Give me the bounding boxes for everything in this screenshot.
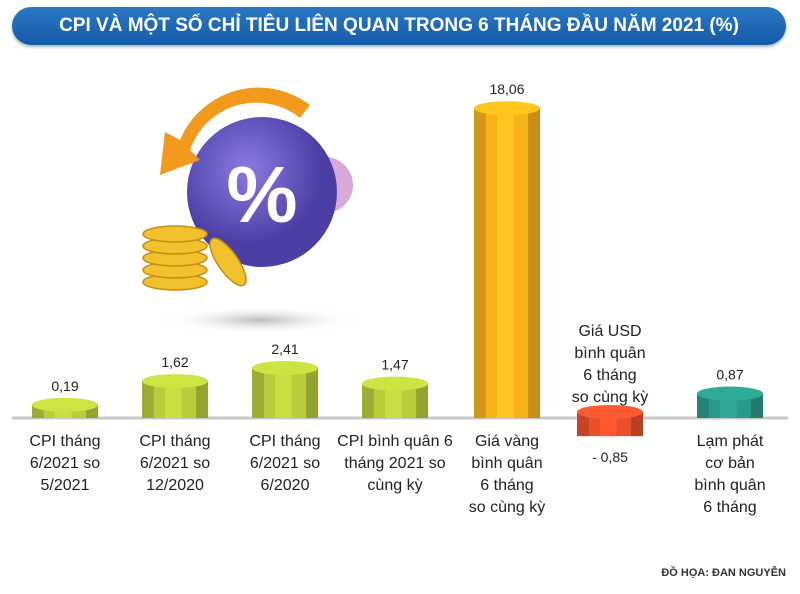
category-label: Lạm phát	[697, 433, 764, 450]
bar	[362, 376, 428, 418]
category-label: 6 tháng	[480, 477, 533, 494]
category-label: CPI tháng	[29, 433, 100, 450]
bar	[142, 374, 208, 418]
category-label: 6/2021 so	[140, 455, 210, 472]
category-label: so cùng kỳ	[469, 499, 545, 516]
data-label: 18,06	[489, 81, 524, 97]
category-label: 6/2021 so	[250, 455, 320, 472]
percent-illustration-icon: %	[142, 87, 360, 334]
bar	[32, 397, 98, 418]
category-label: 6 tháng	[583, 367, 636, 384]
category-label: CPI tháng	[139, 433, 210, 450]
data-label: - 0,85	[592, 449, 628, 465]
svg-text:%: %	[226, 150, 297, 239]
bar	[577, 405, 643, 437]
category-label: 6/2020	[261, 477, 310, 494]
category-label: Giá USD	[578, 323, 641, 340]
category-label: CPI bình quân 6	[337, 433, 453, 450]
category-label: CPI tháng	[249, 433, 320, 450]
category-label: so cùng kỳ	[572, 389, 648, 406]
bar	[697, 386, 763, 418]
category-label: bình quân	[471, 455, 542, 472]
category-label: Giá vàng	[475, 433, 539, 450]
category-label: 6 tháng	[703, 499, 756, 516]
data-label: 0,87	[716, 367, 743, 383]
category-label: bình quân	[694, 477, 765, 494]
category-label: tháng 2021 so	[344, 455, 446, 472]
category-label: cùng kỳ	[367, 477, 422, 494]
category-label: cơ bản	[705, 455, 755, 472]
chart-title: CPI VÀ MỘT SỐ CHỈ TIÊU LIÊN QUAN TRONG 6…	[12, 7, 786, 45]
data-label: 1,47	[381, 357, 408, 373]
category-label: bình quân	[574, 345, 645, 362]
data-label: 1,62	[161, 354, 188, 370]
data-label: 0,19	[51, 378, 78, 394]
category-label: 6/2021 so	[30, 455, 100, 472]
credit: ĐỒ HỌA: ĐAN NGUYỄN	[661, 567, 786, 579]
bar	[474, 101, 540, 418]
category-label: 12/2020	[146, 477, 204, 494]
data-label: 2,41	[271, 341, 298, 357]
bar	[252, 360, 318, 418]
category-label: 5/2021	[41, 477, 90, 494]
